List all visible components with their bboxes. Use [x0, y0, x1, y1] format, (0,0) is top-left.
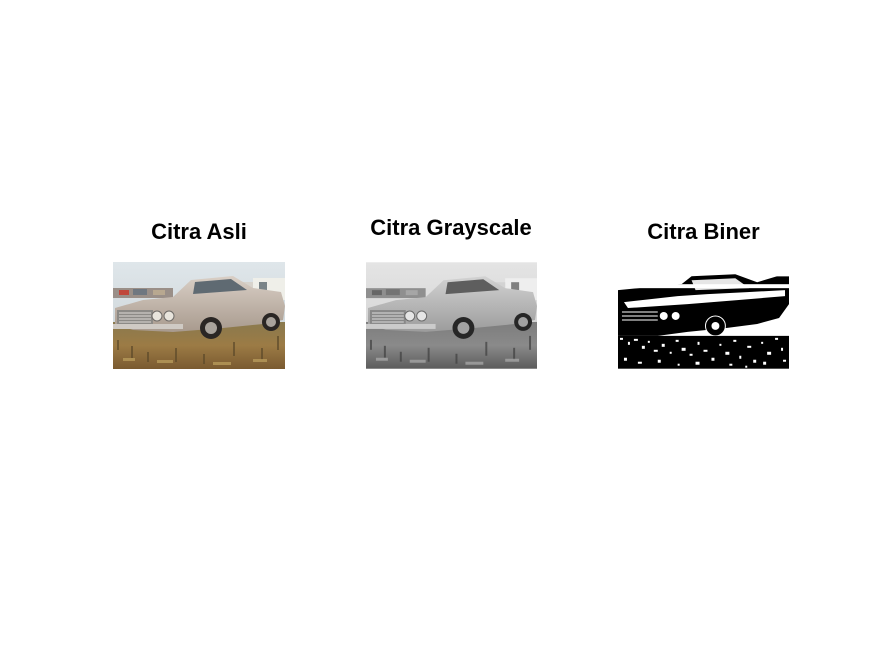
panel-title-original: Citra Asli — [151, 219, 247, 244]
original-color-image — [113, 262, 285, 369]
binary-image — [618, 262, 789, 369]
grayscale-image — [366, 262, 537, 369]
panel-title-grayscale: Citra Grayscale — [370, 215, 532, 240]
panel-title-binary: Citra Biner — [647, 219, 760, 244]
